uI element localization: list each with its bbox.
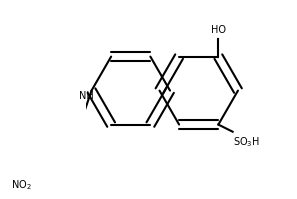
- Text: SO$_3$H: SO$_3$H: [233, 135, 260, 149]
- Text: NO$_2$: NO$_2$: [12, 178, 32, 192]
- Text: NH: NH: [79, 91, 94, 101]
- Text: HO: HO: [211, 25, 226, 35]
